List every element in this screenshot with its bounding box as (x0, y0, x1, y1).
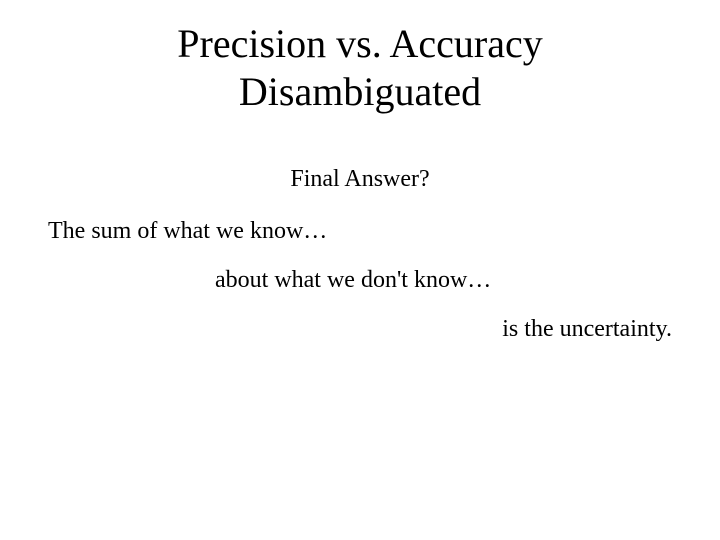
title-line-1: Precision vs. Accuracy (0, 20, 720, 68)
title-line-2: Disambiguated (0, 68, 720, 116)
body-line-2: about what we don't know… (215, 267, 720, 294)
subtitle: Final Answer? (0, 166, 720, 193)
slide-title-block: Precision vs. Accuracy Disambiguated (0, 0, 720, 116)
body-line-3: is the uncertainty. (0, 316, 672, 343)
body-line-1: The sum of what we know… (48, 218, 720, 245)
